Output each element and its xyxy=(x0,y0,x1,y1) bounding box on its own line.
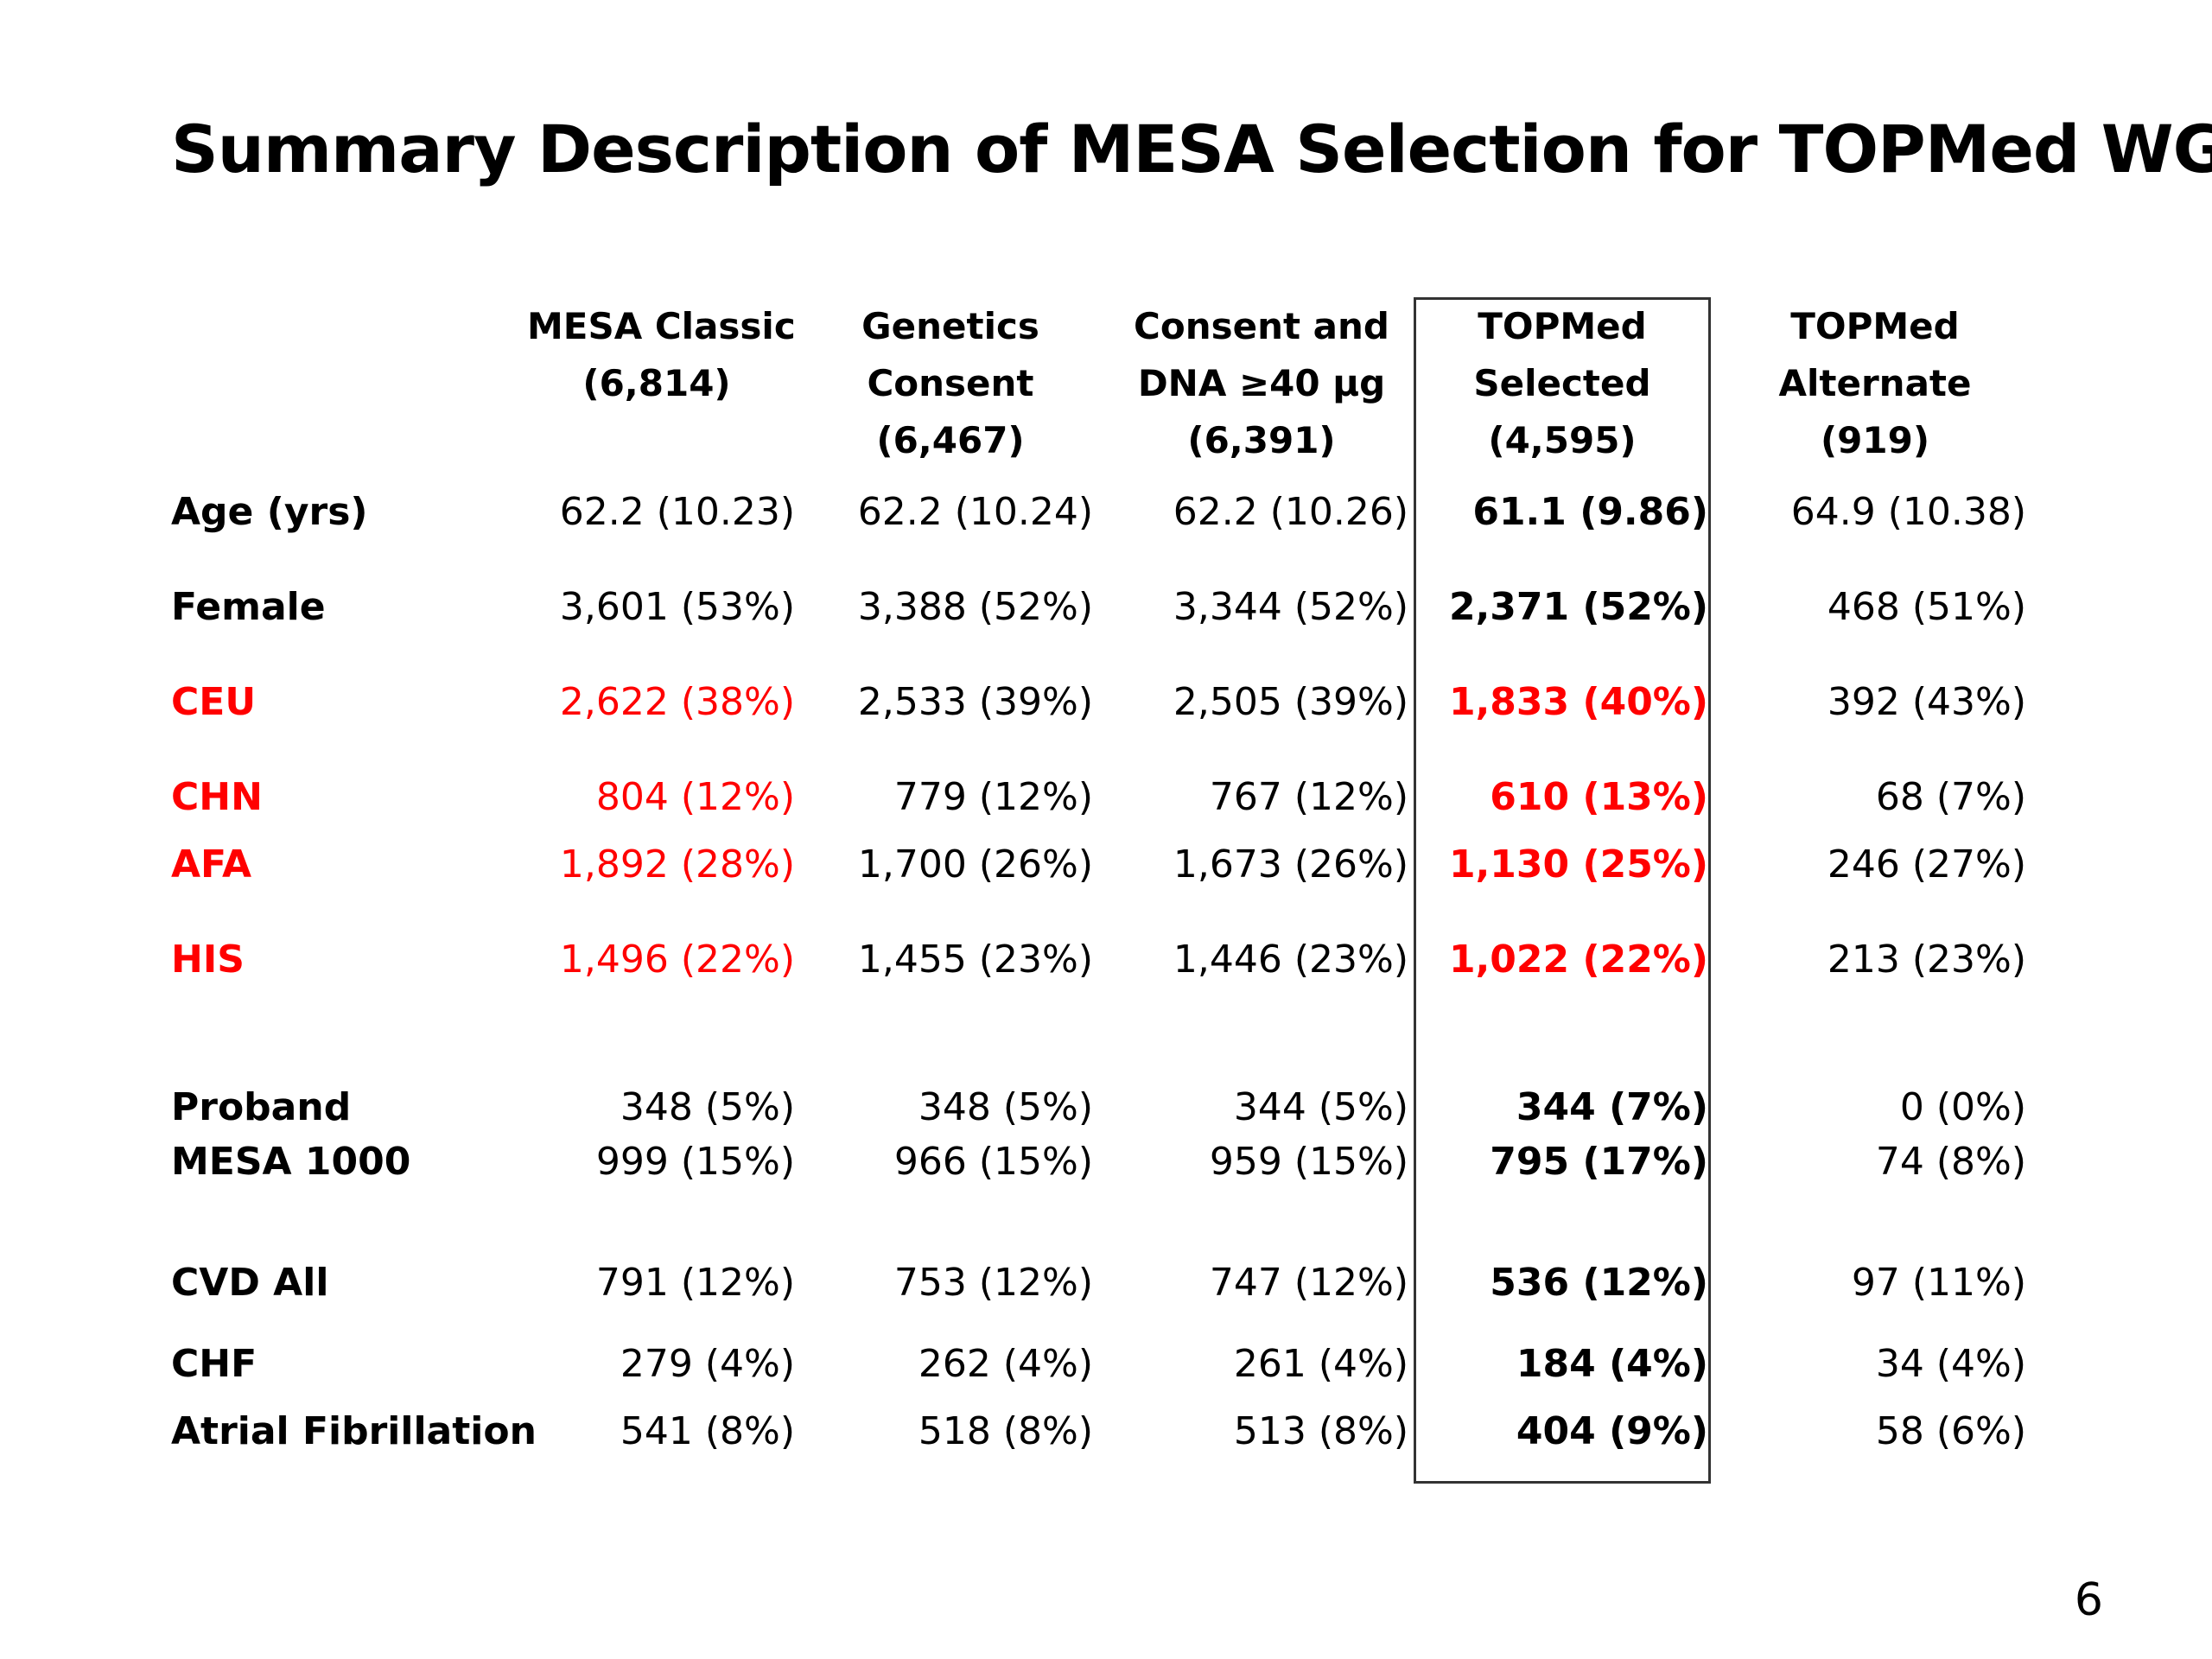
table-cell: 348 (5%) xyxy=(620,1085,795,1129)
table-cell: 1,496 (22%) xyxy=(559,938,795,982)
row-label: Proband xyxy=(171,1085,352,1129)
table-cell: 2,622 (38%) xyxy=(559,680,795,724)
table-cell: 262 (4%) xyxy=(918,1342,1093,1386)
topmed-selected-highlight-box xyxy=(1414,297,1711,1484)
page-number: 6 xyxy=(2074,1574,2103,1626)
column-header-line: TOPMed xyxy=(1478,305,1647,347)
table-cell: 610 (13%) xyxy=(1490,775,1708,819)
table-cell: 184 (4%) xyxy=(1516,1342,1708,1386)
table-cell: 261 (4%) xyxy=(1233,1342,1408,1386)
table-cell: 404 (9%) xyxy=(1516,1409,1708,1453)
row-label: MESA 1000 xyxy=(171,1140,411,1184)
row-label: Atrial Fibrillation xyxy=(171,1409,537,1453)
table-cell: 3,388 (52%) xyxy=(857,585,1093,629)
row-label: AFA xyxy=(171,842,252,887)
table-cell: 1,446 (23%) xyxy=(1173,938,1408,982)
slide-title: Summary Description of MESA Selection fo… xyxy=(171,111,2212,188)
table-cell: 518 (8%) xyxy=(918,1409,1093,1453)
table-cell: 348 (5%) xyxy=(918,1085,1093,1129)
table-cell: 344 (7%) xyxy=(1516,1085,1708,1129)
column-header-genetics-consent: Genetics Consent (6,467) xyxy=(830,298,1071,469)
column-header-consent-dna: Consent and DNA ≥40 µg (6,391) xyxy=(1123,298,1400,469)
table-cell: 804 (12%) xyxy=(595,775,795,819)
table-cell: 767 (12%) xyxy=(1209,775,1408,819)
column-header-line: (919) xyxy=(1820,419,1930,461)
table-cell: 1,892 (28%) xyxy=(559,842,795,887)
table-cell: 791 (12%) xyxy=(595,1261,795,1305)
table-cell: 468 (51%) xyxy=(1827,585,2026,629)
table-cell: 97 (11%) xyxy=(1851,1261,2026,1305)
table-cell: 541 (8%) xyxy=(620,1409,795,1453)
table-cell: 3,601 (53%) xyxy=(559,585,795,629)
table-cell: 795 (17%) xyxy=(1490,1140,1708,1184)
table-cell: 344 (5%) xyxy=(1233,1085,1408,1129)
table-cell: 62.2 (10.23) xyxy=(559,490,795,534)
table-cell: 0 (0%) xyxy=(1899,1085,2026,1129)
row-label: CHF xyxy=(171,1342,257,1386)
column-header-line: MESA Classic xyxy=(527,305,796,347)
column-header-line: (6,467) xyxy=(876,419,1025,461)
column-header-line: Consent xyxy=(867,362,1034,404)
row-label: HIS xyxy=(171,938,245,982)
table-cell: 1,833 (40%) xyxy=(1448,680,1708,724)
column-header-line: Consent and xyxy=(1134,305,1389,347)
table-cell: 1,130 (25%) xyxy=(1448,842,1708,887)
column-header-line: TOPMed xyxy=(1790,305,1960,347)
table-cell: 2,505 (39%) xyxy=(1173,680,1408,724)
table-cell: 58 (6%) xyxy=(1875,1409,2026,1453)
table-cell: 536 (12%) xyxy=(1490,1261,1708,1305)
table-cell: 1,022 (22%) xyxy=(1448,938,1708,982)
table-cell: 64.9 (10.38) xyxy=(1790,490,2026,534)
column-header-mesa-classic: MESA Classic (6,814) xyxy=(527,298,796,412)
row-label: CEU xyxy=(171,680,257,724)
table-cell: 246 (27%) xyxy=(1827,842,2026,887)
table-cell: 62.2 (10.24) xyxy=(857,490,1093,534)
table-cell: 2,371 (52%) xyxy=(1448,585,1708,629)
row-label: Age (yrs) xyxy=(171,490,368,534)
table-cell: 279 (4%) xyxy=(620,1342,795,1386)
table-cell: 753 (12%) xyxy=(893,1261,1093,1305)
table-cell: 1,455 (23%) xyxy=(857,938,1093,982)
table-cell: 513 (8%) xyxy=(1233,1409,1408,1453)
table-cell: 213 (23%) xyxy=(1827,938,2026,982)
column-header-line: (4,595) xyxy=(1488,419,1637,461)
table-cell: 74 (8%) xyxy=(1875,1140,2026,1184)
table-cell: 34 (4%) xyxy=(1875,1342,2026,1386)
column-header-line: Alternate xyxy=(1778,362,1972,404)
table-cell: 392 (43%) xyxy=(1827,680,2026,724)
table-cell: 959 (15%) xyxy=(1209,1140,1408,1184)
table-cell: 999 (15%) xyxy=(595,1140,795,1184)
table-cell: 68 (7%) xyxy=(1875,775,2026,819)
column-header-line: (6,814) xyxy=(582,362,731,404)
column-header-line: (6,391) xyxy=(1187,419,1336,461)
table-cell: 747 (12%) xyxy=(1209,1261,1408,1305)
table-cell: 3,344 (52%) xyxy=(1173,585,1408,629)
column-header-line: Selected xyxy=(1473,362,1651,404)
row-label: Female xyxy=(171,585,326,629)
table-cell: 2,533 (39%) xyxy=(857,680,1093,724)
table-cell: 779 (12%) xyxy=(893,775,1093,819)
column-header-topmed-selected: TOPMed Selected (4,595) xyxy=(1434,298,1690,469)
table-cell: 61.1 (9.86) xyxy=(1472,490,1708,534)
column-header-topmed-alternate: TOPMed Alternate (919) xyxy=(1754,298,1996,469)
table-cell: 1,700 (26%) xyxy=(857,842,1093,887)
column-header-line: DNA ≥40 µg xyxy=(1137,362,1386,404)
column-header-line: Genetics xyxy=(861,305,1039,347)
table-cell: 966 (15%) xyxy=(893,1140,1093,1184)
row-label: CVD All xyxy=(171,1261,329,1305)
table-cell: 1,673 (26%) xyxy=(1173,842,1408,887)
row-label: CHN xyxy=(171,775,263,819)
table-cell: 62.2 (10.26) xyxy=(1173,490,1408,534)
